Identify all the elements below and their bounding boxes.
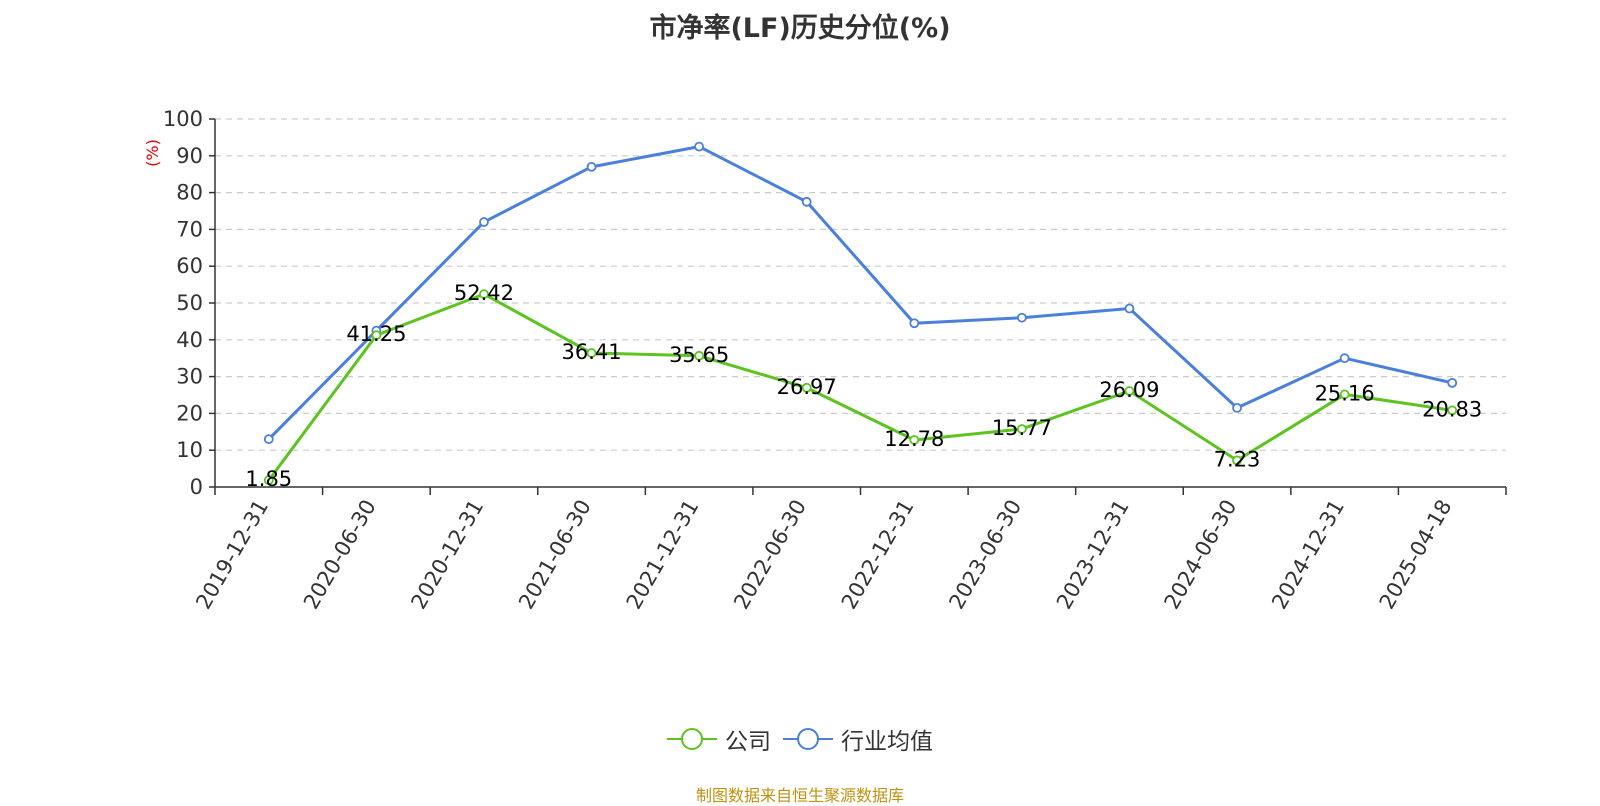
data-point-company	[263, 475, 274, 486]
data-point-industry	[1016, 312, 1027, 323]
y-tick-label: 80	[176, 181, 203, 205]
chart-title: 市净率(LF)历史分位(%)	[649, 13, 951, 44]
legend-marker-industry-icon	[783, 728, 833, 750]
data-point-company	[1016, 424, 1027, 434]
data-point-industry	[801, 196, 812, 207]
series-line-company	[267, 292, 1453, 482]
x-tick-label: 2021-06-30	[514, 496, 596, 614]
legend-item-industry[interactable]: 行业均值	[783, 722, 933, 756]
data-point-industry	[479, 217, 489, 227]
y-tick-label: 0	[190, 475, 203, 499]
legend-label-company: 公司	[725, 729, 771, 755]
x-tick-label: 2021-12-31	[622, 496, 704, 614]
legend-marker-company-icon	[667, 728, 717, 750]
data-point-company	[1339, 389, 1350, 400]
data-label: 41.25	[346, 322, 406, 346]
y-tick-label: 50	[176, 291, 203, 315]
data-point-company	[1447, 405, 1458, 416]
data-point-industry	[694, 141, 705, 152]
data-point-industry	[909, 318, 920, 329]
x-tick-label: 2023-06-30	[944, 496, 1026, 614]
data-point-industry	[586, 161, 597, 172]
data-label: 1.85	[245, 467, 292, 491]
data-point-company	[909, 435, 920, 445]
x-tick-label: 2020-12-31	[406, 496, 488, 614]
source-note: 制图数据来自恒生聚源数据库	[695, 786, 904, 805]
data-label: 26.09	[1099, 378, 1159, 402]
y-tick-label: 60	[176, 254, 203, 278]
data-point-company	[1232, 455, 1242, 466]
data-point-industry	[263, 434, 274, 445]
data-labels: 1.85 41.25 52.42 36.41 35.65 26.97 12.78 15.77 2…	[245, 281, 1482, 491]
data-point-industry	[1447, 377, 1458, 388]
y-axis-label: (%)	[143, 139, 162, 167]
x-tick-label: 2022-12-31	[837, 496, 919, 614]
legend-item-company[interactable]: 公司	[667, 722, 771, 756]
y-tick-label: 100	[163, 107, 203, 131]
y-tick-label: 90	[176, 144, 203, 168]
legend: 公司 行业均值	[0, 722, 1600, 756]
y-tick-label: 40	[176, 328, 203, 352]
data-point-company	[801, 382, 812, 393]
data-point-company	[371, 330, 382, 341]
legend-label-industry: 行业均值	[841, 729, 933, 755]
y-tick-label: 10	[176, 438, 203, 462]
data-label: 20.83	[1422, 397, 1482, 421]
data-label: 12.78	[884, 427, 944, 451]
y-tick-label: 30	[176, 365, 203, 389]
x-tick-label: 2019-12-31	[191, 496, 273, 614]
data-label: 35.65	[669, 343, 729, 367]
data-point-company	[479, 289, 489, 299]
data-label: 26.97	[777, 375, 837, 399]
x-tick-label: 2025-04-18	[1375, 496, 1457, 614]
data-label: 52.42	[454, 281, 514, 305]
x-tick-label: 2020-06-30	[299, 496, 381, 614]
grid-lines	[215, 118, 1506, 451]
y-tick-label: 70	[176, 217, 203, 241]
data-label: 25.16	[1315, 381, 1375, 405]
series-lines	[263, 141, 1458, 486]
data-point-industry	[1232, 402, 1242, 413]
data-label: 15.77	[992, 416, 1052, 440]
series-line-industry	[267, 145, 1453, 441]
data-point-company	[586, 348, 597, 358]
x-tick-label: 2024-12-31	[1267, 496, 1349, 614]
data-point-industry	[1124, 303, 1135, 314]
x-tick-label: 2023-12-31	[1052, 496, 1134, 614]
data-point-company	[694, 350, 705, 361]
x-tick-label: 2022-06-30	[729, 496, 811, 614]
data-point-company	[1124, 386, 1135, 396]
data-label: 36.41	[561, 340, 621, 364]
y-tick-label: 20	[176, 401, 203, 425]
data-label: 7.23	[1214, 447, 1261, 471]
data-point-industry	[1339, 353, 1350, 364]
x-tick-label: 2024-06-30	[1160, 496, 1242, 614]
